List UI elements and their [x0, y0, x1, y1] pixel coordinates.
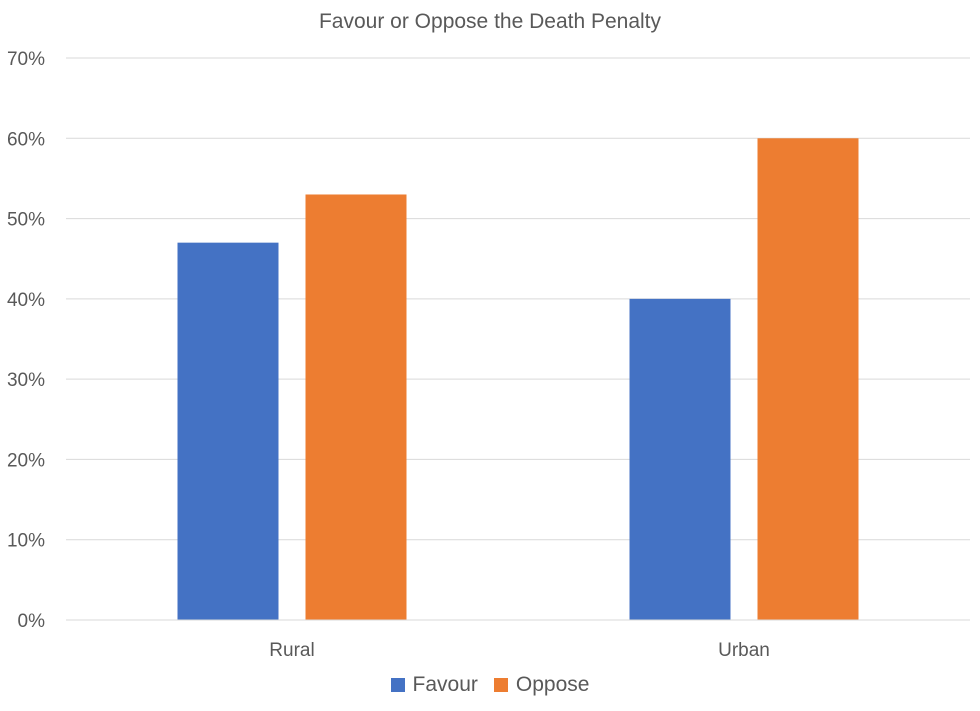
legend-item-favour: Favour — [390, 673, 478, 697]
bar-oppose-urban — [757, 138, 859, 621]
x-tick-label: Rural — [269, 640, 314, 661]
y-tick-label: 20% — [7, 450, 45, 471]
y-tick-label: 40% — [7, 290, 45, 311]
y-tick-label: 50% — [7, 210, 45, 231]
legend-item-oppose: Oppose — [493, 673, 590, 697]
bar-favour-rural — [177, 242, 279, 620]
bar-oppose-rural — [305, 194, 407, 620]
y-tick-label: 70% — [7, 49, 45, 70]
legend-swatch-favour — [390, 678, 405, 692]
legend: Favour Oppose — [0, 673, 980, 697]
chart-title: Favour or Oppose the Death Penalty — [318, 10, 662, 33]
legend-swatch-oppose — [493, 678, 508, 692]
x-tick-label: Urban — [718, 640, 770, 661]
y-tick-label: 0% — [18, 611, 46, 632]
legend-label-favour: Favour — [412, 673, 478, 696]
bar-favour-urban — [629, 298, 731, 620]
y-tick-label: 60% — [7, 129, 45, 150]
y-tick-label: 10% — [7, 531, 45, 552]
y-tick-label: 30% — [7, 370, 45, 391]
legend-label-oppose: Oppose — [515, 673, 590, 696]
